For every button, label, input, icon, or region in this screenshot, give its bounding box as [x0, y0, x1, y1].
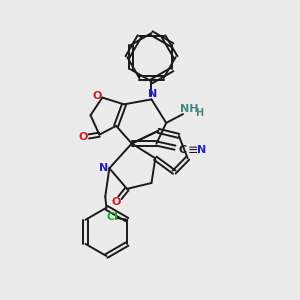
Text: N: N	[148, 89, 158, 99]
Text: O: O	[78, 132, 88, 142]
Text: ≡: ≡	[188, 144, 198, 157]
Text: O: O	[92, 91, 102, 101]
Text: O: O	[112, 197, 121, 207]
Text: Cl: Cl	[106, 212, 118, 222]
Text: H: H	[195, 108, 203, 118]
Text: N: N	[197, 145, 206, 155]
Text: N: N	[99, 163, 109, 173]
Text: C: C	[178, 145, 187, 155]
Text: NH: NH	[180, 104, 198, 114]
